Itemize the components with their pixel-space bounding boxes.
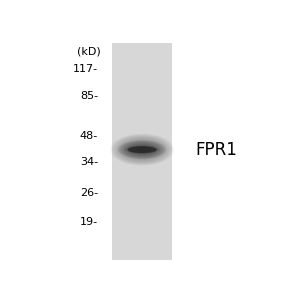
Ellipse shape	[129, 145, 155, 155]
Ellipse shape	[128, 146, 157, 153]
Ellipse shape	[121, 141, 163, 158]
Ellipse shape	[124, 145, 160, 154]
Ellipse shape	[110, 134, 174, 166]
Ellipse shape	[114, 135, 171, 164]
Text: 19-: 19-	[80, 217, 98, 227]
Ellipse shape	[119, 141, 165, 158]
Text: FPR1: FPR1	[196, 141, 238, 159]
Ellipse shape	[126, 146, 158, 154]
Text: 85-: 85-	[80, 91, 98, 101]
Ellipse shape	[126, 143, 158, 156]
Text: 34-: 34-	[80, 157, 98, 167]
Text: (kD): (kD)	[77, 46, 100, 56]
Ellipse shape	[128, 146, 156, 153]
Ellipse shape	[131, 145, 154, 154]
Ellipse shape	[128, 144, 157, 155]
Ellipse shape	[123, 142, 162, 157]
Text: 26-: 26-	[80, 188, 98, 198]
Bar	[112, 43, 172, 260]
Ellipse shape	[118, 140, 167, 159]
Ellipse shape	[131, 147, 154, 152]
Text: 117-: 117-	[73, 64, 98, 74]
Ellipse shape	[112, 135, 172, 165]
Ellipse shape	[124, 143, 160, 157]
Ellipse shape	[115, 136, 169, 163]
Text: 48-: 48-	[80, 131, 98, 142]
